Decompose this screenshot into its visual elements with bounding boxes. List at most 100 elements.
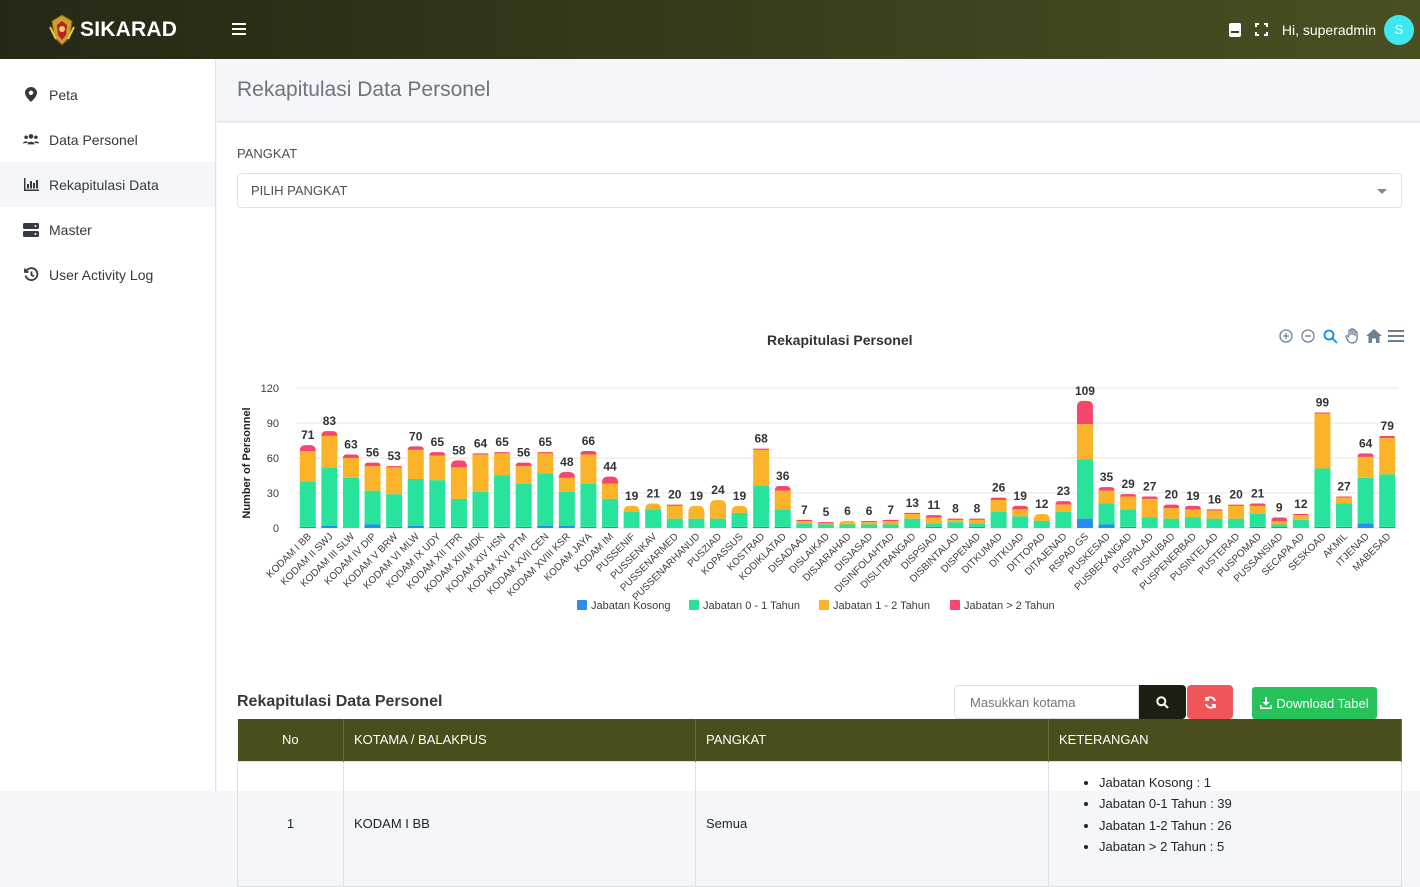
data-label: 6 — [844, 504, 851, 518]
download-icon — [1260, 697, 1273, 709]
sidebar-item-label: User Activity Log — [49, 266, 154, 283]
data-label: 7 — [801, 503, 808, 517]
bar-segment — [1120, 494, 1137, 497]
data-label: 7 — [887, 503, 894, 517]
bar-segment — [839, 524, 856, 528]
bar-segment — [1336, 496, 1353, 498]
bar-segment — [1055, 504, 1072, 512]
bar-segment — [839, 521, 856, 525]
col-pangkat[interactable]: PANGKAT — [695, 719, 1049, 761]
bar-segment — [580, 454, 597, 484]
data-label: 70 — [409, 429, 423, 443]
list-item: Jabatan > 2 Tahun : 5 — [1099, 836, 1401, 858]
map-pin-icon — [23, 87, 39, 103]
bar-segment — [947, 519, 964, 523]
bar-segment — [990, 497, 1007, 500]
bar-segment — [796, 521, 813, 524]
app-name: SIKARAD — [80, 17, 178, 41]
zoom-out-icon[interactable] — [1299, 327, 1317, 345]
data-label: 64 — [1359, 436, 1373, 450]
bar-segment — [753, 448, 770, 450]
bar-segment — [688, 505, 705, 519]
bar-segment — [515, 462, 532, 467]
avatar[interactable]: S — [1384, 14, 1414, 45]
bar-segment — [709, 518, 726, 528]
data-label: 58 — [452, 443, 466, 457]
bar-segment — [386, 494, 403, 527]
legend-item: Jabatan Kosong — [591, 600, 671, 612]
bar-segment — [1206, 518, 1223, 528]
bar-segment — [537, 473, 554, 526]
bar-segment — [753, 526, 770, 528]
bar-segment — [1184, 509, 1201, 518]
bar-segment — [1033, 521, 1050, 528]
bar-segment — [407, 446, 424, 450]
bar-segment — [925, 515, 942, 518]
y-tick-label: 60 — [267, 453, 279, 465]
selection-zoom-icon[interactable] — [1321, 327, 1339, 345]
data-label: 65 — [539, 435, 553, 449]
sidebar-item-rekapitulasi-data[interactable]: Rekapitulasi Data — [0, 162, 215, 207]
bar-segment — [1012, 509, 1029, 517]
bar-segment — [494, 526, 511, 528]
bar-segment — [386, 466, 403, 468]
data-label: 6 — [866, 504, 873, 518]
refresh-button[interactable] — [1187, 685, 1233, 719]
col-no[interactable]: No — [237, 719, 344, 761]
bar-segment — [429, 480, 446, 527]
bar-segment — [1336, 497, 1353, 504]
bar-segment — [450, 498, 467, 527]
list-item: Jabatan Kosong : 1 — [1099, 772, 1401, 794]
data-label: 24 — [711, 483, 725, 497]
sidebar-item-label: Data Personel — [49, 131, 138, 148]
bar-segment — [1336, 526, 1353, 528]
brand[interactable]: SIKARAD — [0, 13, 216, 47]
data-label: 23 — [1057, 484, 1071, 498]
sidebar-item-data-personel[interactable]: Data Personel — [0, 117, 215, 162]
bar-segment — [1357, 523, 1374, 528]
pan-hand-icon[interactable] — [1343, 327, 1361, 345]
page-title: Rekapitulasi Data Personel — [237, 78, 491, 101]
bar-segment — [1120, 509, 1137, 527]
sidebar-item-master[interactable]: Master — [0, 207, 215, 252]
zoom-in-icon[interactable] — [1277, 327, 1295, 345]
data-label: 20 — [668, 488, 682, 502]
bar-segment — [1249, 526, 1266, 528]
data-label: 21 — [1251, 487, 1265, 501]
bar-segment — [1357, 453, 1374, 457]
chart-menu-icon[interactable] — [1387, 327, 1405, 345]
data-label: 20 — [1229, 488, 1243, 502]
data-label: 27 — [1143, 480, 1157, 494]
data-label: 8 — [952, 502, 959, 516]
pangkat-select[interactable]: PILIH PANGKAT — [237, 173, 1402, 208]
sidebar-item-peta[interactable]: Peta — [0, 72, 215, 117]
bar-segment — [817, 523, 834, 525]
search-input[interactable] — [954, 685, 1139, 719]
bar-segment — [1206, 509, 1223, 511]
fullscreen-icon[interactable] — [1254, 23, 1268, 36]
home-reset-icon[interactable] — [1365, 327, 1383, 345]
menu-toggle-icon[interactable] — [232, 19, 246, 40]
bar-segment — [666, 504, 683, 506]
data-label: 83 — [323, 414, 337, 428]
sidebar-item-user-activity-log[interactable]: User Activity Log — [0, 252, 215, 297]
bar-segment — [1292, 515, 1309, 520]
download-label: Download Tabel — [1276, 695, 1369, 711]
storage-icon[interactable] — [1228, 22, 1241, 37]
legend-item: Jabatan 1 - 2 Tahun — [833, 600, 930, 612]
search-button[interactable] — [1139, 685, 1186, 719]
bar-segment — [1120, 526, 1137, 528]
col-kotama[interactable]: KOTAMA / BALAKPUS — [343, 719, 696, 761]
bar-segment — [1249, 503, 1266, 506]
list-item: Jabatan 1-2 Tahun : 26 — [1099, 815, 1401, 837]
top-navbar: SIKARAD Hi, superadmin S — [0, 0, 1420, 59]
user-greeting[interactable]: Hi, superadmin — [1281, 21, 1376, 38]
download-table-button[interactable]: Download Tabel — [1252, 687, 1377, 719]
bar-segment — [796, 523, 813, 528]
data-label: 11 — [928, 498, 941, 512]
bar-segment — [450, 467, 467, 499]
bar-segment — [299, 445, 316, 451]
col-keterangan[interactable]: KETERANGAN — [1048, 719, 1402, 761]
bar-segment — [904, 514, 921, 519]
bar-segment — [580, 451, 597, 455]
